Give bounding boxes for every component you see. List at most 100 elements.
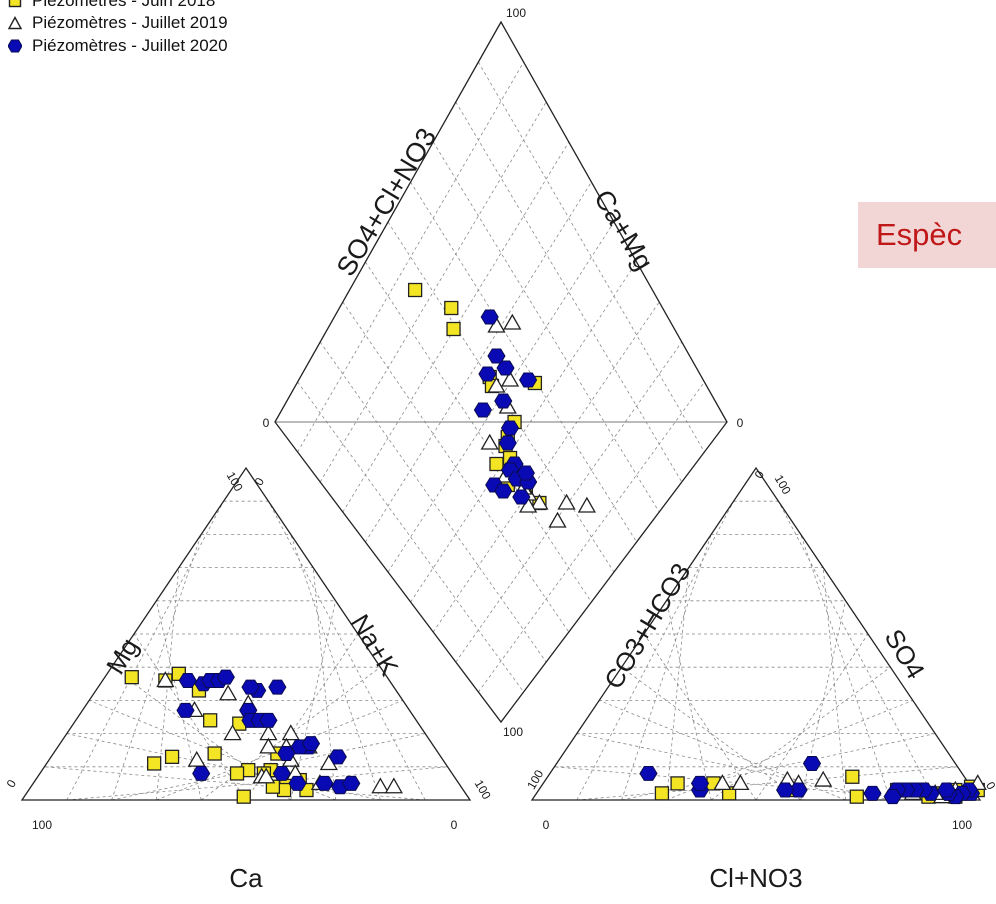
data-point-hexagon — [863, 785, 882, 801]
data-point-hexagon — [328, 749, 347, 765]
data-point-hexagon — [480, 309, 499, 325]
data-point-hexagon — [519, 372, 538, 388]
diamond-grid-v — [297, 61, 524, 453]
data-point-hexagon — [883, 789, 902, 805]
data-point-square — [444, 300, 459, 316]
diamond-grid-v — [319, 101, 547, 483]
data-point-triangle — [487, 376, 506, 393]
data-point-triangle — [487, 316, 506, 333]
axis-label-so4: SO4 — [879, 624, 932, 684]
data-point-hexagon — [268, 679, 287, 695]
tick-label: 100 — [952, 818, 972, 832]
data-point-triangle — [518, 496, 538, 513]
cation-triangle-grid-a — [44, 766, 426, 801]
data-point-hexagon — [301, 736, 321, 752]
legend-item-juillet-2020: Piézomètres - Juillet 2020 — [8, 36, 228, 56]
data-point-hexagon — [512, 489, 531, 505]
tick-label: 100 — [472, 777, 494, 802]
tick-label: 0 — [451, 818, 458, 832]
data-point-hexagon — [516, 465, 535, 481]
data-point-square — [164, 749, 180, 764]
data-point-square — [489, 456, 504, 472]
axis-label-so4-cl-no3: SO4+Cl+NO3 — [331, 123, 443, 281]
data-point-square — [849, 789, 864, 804]
diamond-grid-u — [432, 141, 660, 513]
tick-label: 100 — [32, 818, 52, 832]
legend-label: Piézomètres - Juillet 2020 — [32, 36, 228, 55]
cation-triangle-grid-b — [268, 501, 426, 801]
cation-triangle-grid-b — [66, 766, 448, 801]
anion-triangle-grid-b — [822, 567, 846, 801]
legend-item-juin-2018: Piézomètres - Juin 2018 — [8, 0, 215, 11]
data-point-hexagon — [802, 755, 822, 771]
data-point-triangle — [156, 671, 175, 688]
data-point-hexagon — [192, 765, 211, 781]
data-point-hexagon — [639, 765, 658, 781]
data-point-triangle — [371, 777, 390, 794]
diamond-grid-u — [342, 301, 570, 633]
cation-triangle-frame — [20, 466, 472, 801]
diamond-grid-u — [319, 341, 547, 663]
tick-label: 0 — [252, 475, 268, 488]
diamond-grid-v — [455, 341, 683, 663]
data-point-hexagon — [937, 782, 956, 798]
tick-label: 0 — [543, 818, 550, 832]
anion-triangle-grid-b — [800, 600, 846, 801]
data-point-triangle — [187, 750, 206, 767]
anion-triangle-grid-a — [599, 700, 846, 801]
callout-box: Espèc — [858, 202, 996, 268]
open-triangle-icon — [8, 16, 22, 30]
data-point-hexagon — [288, 775, 307, 791]
data-point-square — [124, 670, 139, 685]
axis-label-co3-hco3: CO3+HCO3 — [598, 558, 696, 694]
data-point-hexagon — [690, 775, 710, 791]
data-point-hexagon — [315, 775, 334, 791]
anion-triangle-frame — [530, 466, 982, 801]
data-point-square — [203, 713, 218, 728]
data-point-square — [654, 786, 670, 801]
tick-label: 0 — [737, 416, 744, 430]
diamond-grid-v — [365, 181, 592, 543]
tick-label: 0 — [752, 468, 768, 481]
diamond-grid-v — [478, 381, 705, 693]
axis-label-ca: Ca — [229, 863, 263, 893]
data-point-triangle — [281, 724, 300, 741]
data-point-hexagon — [500, 420, 520, 436]
tick-label: 0 — [4, 777, 20, 790]
tick-label: 100 — [772, 472, 794, 497]
data-point-hexagon — [216, 669, 235, 685]
data-point-hexagon — [776, 782, 795, 798]
callout-text: Espèc — [876, 217, 963, 252]
yellow-square-icon — [8, 0, 22, 8]
cation-triangle-grid-b — [290, 534, 381, 801]
tick-label: 0 — [263, 416, 270, 430]
data-point-hexagon — [176, 702, 195, 718]
tick-label: 100 — [503, 725, 523, 739]
data-point-square — [845, 769, 860, 784]
data-point-hexagon — [496, 360, 515, 376]
data-point-triangle — [257, 767, 276, 784]
data-point-hexagon — [342, 775, 361, 791]
anion-triangle-grid-a — [621, 666, 802, 801]
data-point-hexagon — [241, 679, 260, 695]
anion-triangle-grid-a — [643, 633, 757, 801]
diamond-frame — [274, 20, 728, 724]
legend-label: Piézomètres - Juillet 2019 — [32, 13, 228, 32]
data-point-triangle — [557, 493, 576, 510]
tick-label: 100 — [506, 6, 526, 20]
data-point-triangle — [814, 770, 833, 787]
diamond-grid-u — [365, 261, 592, 603]
data-point-square — [147, 756, 162, 771]
anion-triangle-grid-a — [554, 766, 936, 801]
data-point-hexagon — [277, 746, 296, 762]
axis-label-ca-mg: Ca+Mg — [588, 185, 659, 276]
data-point-triangle — [480, 433, 499, 450]
data-point-hexagon — [473, 402, 493, 418]
legend-item-juillet-2019: Piézomètres - Juillet 2019 — [8, 13, 228, 33]
data-point-square — [446, 321, 461, 337]
data-point-triangle — [259, 737, 278, 754]
diamond-grid-u — [455, 101, 683, 483]
data-point-hexagon — [178, 672, 197, 688]
data-point-hexagon — [478, 366, 497, 382]
